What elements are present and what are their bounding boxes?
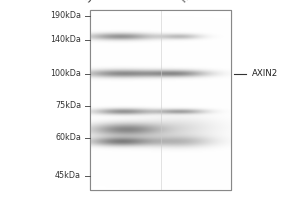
Text: 140kDa: 140kDa [50,36,81,45]
Text: 100kDa: 100kDa [50,70,81,78]
Text: AXIN2: AXIN2 [252,70,278,78]
Bar [90,10,231,190]
Text: HCT116: HCT116 [180,0,208,4]
Text: 60kDa: 60kDa [55,134,81,142]
Bar [90,10,231,190]
Text: 45kDa: 45kDa [55,171,81,180]
Text: 190kDa: 190kDa [50,11,81,21]
Text: 75kDa: 75kDa [55,102,81,110]
Text: SW480: SW480 [84,0,110,4]
